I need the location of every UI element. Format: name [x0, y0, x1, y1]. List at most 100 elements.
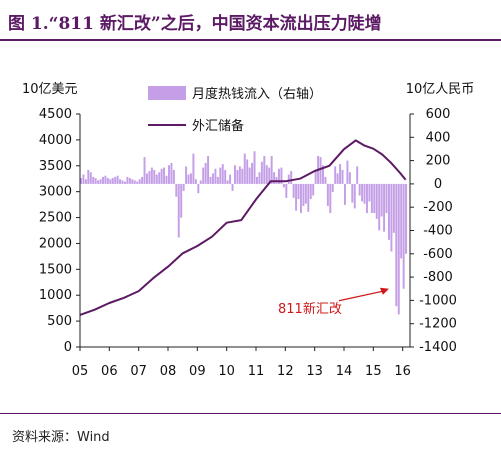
- hot-money-bar: [116, 175, 119, 184]
- left-axis-tick-label: 3000: [39, 185, 72, 200]
- hot-money-bar: [207, 155, 210, 184]
- hot-money-bar: [219, 167, 222, 184]
- hot-money-bar: [390, 183, 393, 252]
- hot-money-bar: [128, 178, 131, 184]
- title-divider: [0, 39, 501, 41]
- hot-money-bar: [126, 176, 129, 184]
- hot-money-bar: [231, 183, 234, 191]
- annotation-arrow-line: [338, 290, 386, 302]
- hot-money-bar: [153, 169, 156, 184]
- x-axis-tick-label: 12: [277, 364, 294, 379]
- hot-money-bar: [99, 179, 102, 184]
- hot-money-bar: [114, 176, 117, 184]
- hot-money-bar: [170, 162, 173, 184]
- hot-money-bar: [165, 175, 168, 184]
- x-axis-tick-label: 07: [130, 364, 147, 379]
- hot-money-bar: [138, 179, 141, 184]
- hot-money-bar: [121, 180, 124, 184]
- left-axis-tick-label: 4000: [39, 133, 72, 148]
- hot-money-bar: [187, 174, 190, 184]
- hot-money-bar: [148, 171, 151, 184]
- hot-money-bar: [287, 174, 290, 184]
- hot-money-bar: [260, 161, 263, 184]
- hot-money-bar: [146, 173, 148, 184]
- hot-money-bar: [84, 179, 87, 184]
- hot-money-bar: [270, 155, 273, 184]
- hot-money-bar: [329, 183, 332, 214]
- hot-money-bar: [397, 183, 400, 315]
- chart-title: 图 1.“811 新汇改”之后，中国资本流出压力陡增: [8, 14, 382, 34]
- hot-money-bar: [216, 176, 219, 184]
- hot-money-bar: [236, 169, 239, 184]
- hot-money-bar: [344, 183, 346, 205]
- hot-money-bar: [265, 165, 268, 184]
- left-axis-tick-label: 0: [64, 340, 72, 355]
- left-axis-tick-label: 2500: [39, 211, 72, 226]
- hot-money-bar: [131, 179, 134, 184]
- left-axis-tick-label: 500: [47, 314, 72, 329]
- left-axis-tick-label: 1500: [39, 262, 72, 277]
- x-axis-tick-label: 11: [248, 364, 265, 379]
- hot-money-bar: [94, 178, 97, 184]
- hot-money-bar: [285, 183, 288, 198]
- hot-money-bar: [346, 160, 349, 184]
- hot-money-bar: [221, 164, 224, 184]
- x-axis-tick-label: 05: [72, 364, 89, 379]
- right-axis-tick-label: -1000: [419, 293, 457, 308]
- hot-money-bar: [119, 179, 122, 184]
- hot-money-bar: [361, 183, 364, 202]
- right-axis-unit-label: 10亿人民币: [406, 82, 475, 97]
- hot-money-bar: [336, 173, 339, 184]
- hot-money-bar: [400, 183, 403, 259]
- right-axis-tick-label: -1400: [419, 340, 457, 355]
- hot-money-bar: [392, 183, 395, 233]
- hot-money-bar: [380, 183, 383, 217]
- hot-money-bar: [300, 183, 302, 214]
- hot-money-bar: [258, 172, 261, 184]
- hot-money-bar: [141, 176, 144, 184]
- hot-money-bar: [273, 172, 276, 184]
- hot-money-bar: [363, 183, 366, 204]
- hot-money-bar: [185, 166, 188, 184]
- hot-money-bar: [348, 172, 351, 184]
- hot-money-bar: [368, 183, 371, 202]
- hot-money-bar: [192, 153, 195, 184]
- hot-money-bar: [182, 183, 185, 191]
- hot-money-bar: [353, 183, 356, 209]
- annotation-label: 811新汇改: [278, 301, 342, 317]
- hot-money-bar: [268, 167, 271, 184]
- hot-money-bar: [278, 168, 280, 184]
- right-axis-tick-label: -800: [423, 270, 453, 285]
- hot-money-bar: [324, 176, 327, 184]
- hot-money-bar: [322, 165, 324, 184]
- hot-money-bar: [297, 183, 300, 200]
- hot-money-bar: [388, 183, 390, 240]
- hot-money-bar: [133, 180, 136, 184]
- hot-money-bar: [212, 173, 214, 184]
- hot-money-bar: [124, 181, 126, 184]
- hot-money-bar: [304, 183, 307, 204]
- hot-money-bar: [292, 183, 295, 198]
- hot-money-bar: [204, 162, 207, 184]
- hot-money-bar: [224, 169, 227, 184]
- chart-title-bar: 图 1.“811 新汇改”之后，中国资本流出压力陡增: [0, 0, 501, 38]
- hot-money-bar: [290, 171, 293, 184]
- hot-money-bar: [314, 169, 317, 184]
- hot-money-bar: [339, 164, 342, 184]
- hot-money-bar: [246, 159, 249, 184]
- right-axis-tick-label: 600: [426, 107, 451, 122]
- hot-money-bar: [402, 183, 405, 289]
- hot-money-bar: [302, 183, 305, 207]
- hot-money-bar: [319, 157, 322, 184]
- hot-money-bar: [158, 172, 161, 184]
- hot-money-bar: [143, 157, 146, 184]
- x-axis-tick-label: 15: [365, 364, 382, 379]
- x-axis-tick-label: 13: [306, 364, 323, 379]
- hot-money-bar: [104, 175, 107, 184]
- hot-money-bar: [358, 183, 361, 196]
- hot-money-bar: [172, 169, 175, 184]
- fx-reserve-line: [79, 139, 407, 316]
- hot-money-bar: [373, 183, 376, 214]
- hot-money-bar: [395, 183, 398, 307]
- hot-money-bar: [111, 178, 114, 184]
